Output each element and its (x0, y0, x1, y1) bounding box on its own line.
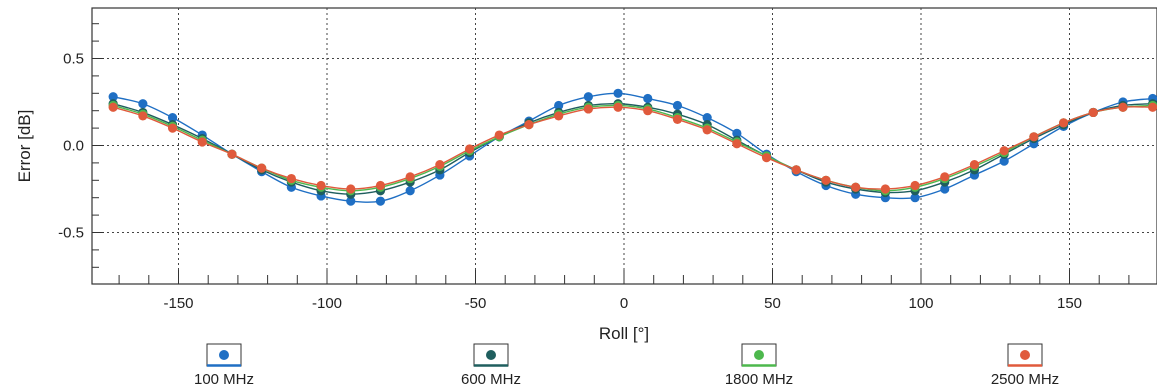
x-tick-label: -100 (312, 295, 342, 312)
data-point (732, 128, 742, 138)
x-tick-label: -50 (465, 295, 487, 312)
legend: 100 MHz 600 MHz 1800 MHz 2500 MHz (194, 343, 1059, 388)
axis-ticks: -150 -100 -50 0 50 100 150 0.5 0.0 -0.5 (58, 23, 1130, 312)
data-point (375, 196, 386, 206)
legend-marker (754, 350, 764, 360)
data-point (405, 186, 415, 196)
data-point (1029, 132, 1039, 142)
data-point (554, 100, 564, 111)
data-point (316, 180, 326, 191)
data-point (464, 144, 475, 154)
legend-marker (219, 350, 229, 360)
data-point (672, 114, 683, 124)
legend-label: 2500 MHz (991, 371, 1059, 388)
data-point (940, 172, 950, 182)
data-point (405, 172, 415, 182)
data-point (375, 180, 386, 191)
data-point (1058, 118, 1069, 128)
data-point (167, 113, 178, 123)
data-point (583, 92, 593, 102)
data-point (494, 130, 504, 140)
data-point (1118, 102, 1128, 112)
data-point (167, 123, 178, 133)
data-point (910, 193, 920, 203)
x-tick-label: 50 (764, 295, 781, 312)
data-point (108, 92, 118, 102)
legend-marker (486, 350, 496, 360)
data-point (554, 111, 564, 121)
data-point (643, 106, 653, 116)
data-point (197, 137, 207, 147)
data-point (138, 111, 148, 121)
x-tick-label: 150 (1057, 295, 1082, 312)
data-point (286, 173, 296, 184)
grid-lines (92, 8, 1157, 284)
y-tick-label: 0.0 (63, 138, 84, 155)
data-point (702, 113, 712, 123)
legend-item: 1800 MHz (725, 343, 793, 388)
y-axis-title: Error [dB] (15, 110, 34, 183)
data-point (940, 184, 950, 194)
legend-label: 1800 MHz (725, 371, 793, 388)
data-point (999, 146, 1009, 156)
data-point (257, 163, 267, 173)
legend-label: 600 MHz (461, 371, 521, 388)
data-point (524, 120, 534, 130)
data-point (346, 196, 356, 206)
data-point (880, 184, 890, 194)
data-point (435, 160, 445, 170)
data-point (732, 139, 742, 149)
x-axis-title: Roll [°] (599, 324, 649, 343)
data-point (761, 153, 772, 163)
data-point (851, 182, 861, 192)
data-point (702, 125, 712, 135)
x-tick-label: 0 (620, 295, 628, 312)
legend-label: 100 MHz (194, 371, 254, 388)
data-point (1088, 107, 1098, 118)
data-point (346, 184, 356, 194)
legend-item: 2500 MHz (991, 343, 1059, 388)
y-tick-label: -0.5 (58, 225, 84, 242)
data-point (613, 88, 623, 98)
data-point (910, 180, 920, 191)
data-point (138, 99, 148, 109)
x-tick-label: -150 (163, 295, 193, 312)
data-point (791, 165, 801, 175)
legend-item: 600 MHz (461, 343, 521, 388)
data-point (108, 102, 118, 112)
y-tick-label: 0.5 (63, 51, 84, 68)
data-point (583, 104, 593, 114)
data-series (108, 88, 1157, 206)
data-point (643, 93, 653, 104)
legend-marker (1020, 350, 1030, 360)
data-point (672, 100, 683, 111)
data-point (227, 149, 237, 159)
data-point (969, 160, 980, 170)
data-point (821, 175, 831, 185)
data-point (1148, 102, 1157, 112)
data-point (999, 156, 1009, 166)
data-point (613, 102, 623, 112)
legend-item: 100 MHz (194, 343, 254, 388)
x-tick-label: 100 (908, 295, 933, 312)
series-group (108, 102, 1157, 194)
